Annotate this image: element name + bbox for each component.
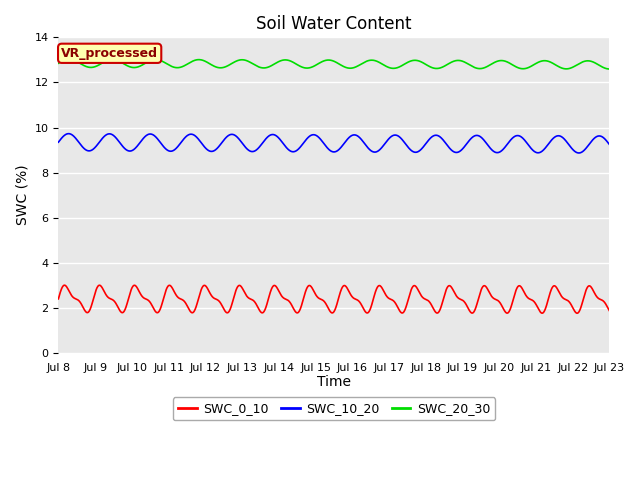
X-axis label: Time: Time <box>317 375 351 389</box>
Y-axis label: SWC (%): SWC (%) <box>15 165 29 226</box>
Title: Soil Water Content: Soil Water Content <box>256 15 412 33</box>
Text: VR_processed: VR_processed <box>61 47 158 60</box>
Legend: SWC_0_10, SWC_10_20, SWC_20_30: SWC_0_10, SWC_10_20, SWC_20_30 <box>173 397 495 420</box>
